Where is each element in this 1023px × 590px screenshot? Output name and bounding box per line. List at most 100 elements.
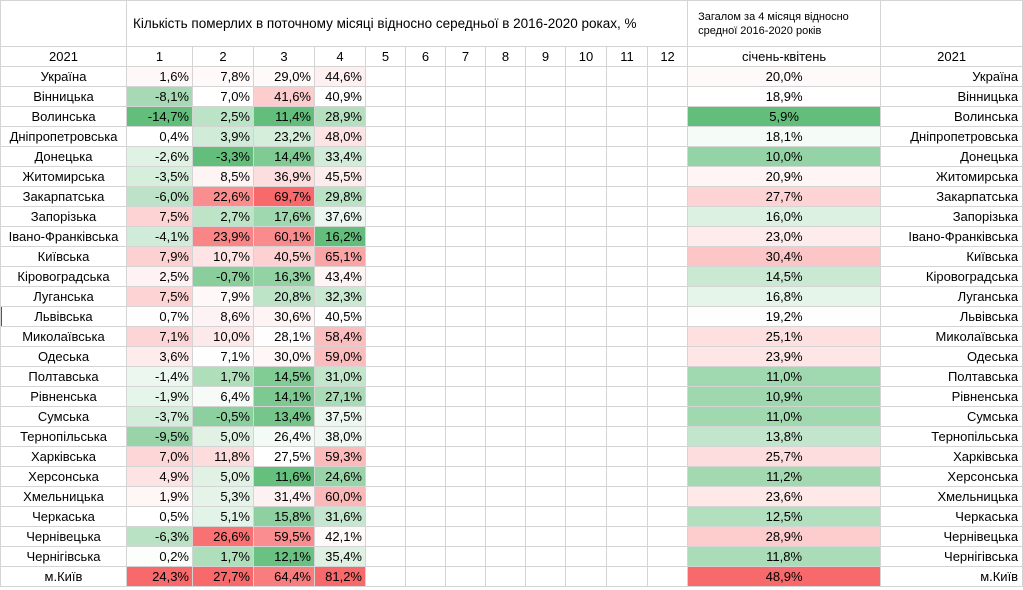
empty-cell[interactable] <box>405 466 446 487</box>
empty-cell[interactable] <box>606 146 648 167</box>
value-cell-month-4[interactable]: 60,0% <box>314 486 366 507</box>
month-header-2[interactable]: 2 <box>192 46 254 67</box>
empty-cell[interactable] <box>485 506 526 527</box>
empty-cell[interactable] <box>365 226 406 247</box>
empty-cell[interactable] <box>565 506 607 527</box>
empty-cell[interactable] <box>606 566 648 587</box>
empty-cell[interactable] <box>525 246 566 267</box>
empty-cell[interactable] <box>445 546 486 567</box>
value-cell-month-2[interactable]: 3,9% <box>192 126 254 147</box>
empty-cell[interactable] <box>525 546 566 567</box>
empty-cell[interactable] <box>445 306 486 327</box>
total-value-cell[interactable]: 10,9% <box>687 386 882 407</box>
empty-cell[interactable] <box>606 246 648 267</box>
empty-cell[interactable] <box>365 346 406 367</box>
empty-cell[interactable] <box>606 166 648 187</box>
empty-cell[interactable] <box>405 106 446 127</box>
empty-cell[interactable] <box>646 266 689 287</box>
empty-cell[interactable] <box>365 366 406 387</box>
empty-cell[interactable] <box>405 306 446 327</box>
empty-cell[interactable] <box>365 86 406 107</box>
empty-cell[interactable] <box>646 106 689 127</box>
empty-cell[interactable] <box>405 86 446 107</box>
empty-cell[interactable] <box>445 526 486 547</box>
value-cell-month-2[interactable]: 22,6% <box>192 186 254 207</box>
table-title[interactable]: Кількість померлих в поточному місяці ві… <box>125 0 689 47</box>
total-value-cell[interactable]: 11,0% <box>687 406 882 427</box>
value-cell-month-4[interactable]: 43,4% <box>314 266 366 287</box>
empty-cell[interactable] <box>565 226 607 247</box>
value-cell-month-3[interactable]: 64,4% <box>253 566 315 587</box>
empty-cell[interactable] <box>565 146 607 167</box>
empty-cell[interactable] <box>565 446 607 467</box>
total-value-cell[interactable]: 10,0% <box>687 146 882 167</box>
region-label-right[interactable]: Закарпатська <box>880 186 1023 207</box>
value-cell-month-4[interactable]: 37,5% <box>314 406 366 427</box>
empty-cell[interactable] <box>445 166 486 187</box>
value-cell-month-1[interactable]: 4,9% <box>126 466 193 487</box>
empty-cell[interactable] <box>445 266 486 287</box>
value-cell-month-1[interactable]: 1,6% <box>126 66 193 87</box>
value-cell-month-3[interactable]: 40,5% <box>253 246 315 267</box>
empty-cell[interactable] <box>365 386 406 407</box>
value-cell-month-2[interactable]: -0,5% <box>192 406 254 427</box>
empty-cell[interactable] <box>646 206 689 227</box>
value-cell-month-2[interactable]: 2,5% <box>192 106 254 127</box>
empty-cell[interactable] <box>525 506 566 527</box>
region-label[interactable]: Житомирська <box>0 166 127 187</box>
value-cell-month-2[interactable]: 5,3% <box>192 486 254 507</box>
empty-cell[interactable] <box>606 446 648 467</box>
empty-cell[interactable] <box>485 126 526 147</box>
total-value-cell[interactable]: 14,5% <box>687 266 882 287</box>
region-label[interactable]: Рівненська <box>0 386 127 407</box>
value-cell-month-2[interactable]: 10,0% <box>192 326 254 347</box>
empty-cell[interactable] <box>485 386 526 407</box>
empty-cell[interactable] <box>565 526 607 547</box>
empty-cell[interactable] <box>525 406 566 427</box>
month-header-5[interactable]: 5 <box>365 46 406 67</box>
value-cell-month-3[interactable]: 14,5% <box>253 366 315 387</box>
empty-cell[interactable] <box>565 386 607 407</box>
value-cell-month-4[interactable]: 40,5% <box>314 306 366 327</box>
empty-cell[interactable] <box>606 286 648 307</box>
value-cell-month-1[interactable]: -8,1% <box>126 86 193 107</box>
empty-cell[interactable] <box>365 546 406 567</box>
value-cell-month-1[interactable]: 7,1% <box>126 326 193 347</box>
empty-cell[interactable] <box>445 246 486 267</box>
empty-cell[interactable] <box>485 226 526 247</box>
region-label-right[interactable]: Запорізька <box>880 206 1023 227</box>
empty-cell[interactable] <box>565 206 607 227</box>
empty-cell[interactable] <box>525 226 566 247</box>
month-header-10[interactable]: 10 <box>565 46 607 67</box>
region-label[interactable]: Тернопільська <box>0 426 127 447</box>
empty-cell[interactable] <box>365 466 406 487</box>
year-header-left[interactable]: 2021 <box>0 46 127 67</box>
empty-cell[interactable] <box>606 486 648 507</box>
value-cell-month-2[interactable]: 23,9% <box>192 226 254 247</box>
value-cell-month-2[interactable]: 10,7% <box>192 246 254 267</box>
empty-cell[interactable] <box>565 326 607 347</box>
value-cell-month-4[interactable]: 58,4% <box>314 326 366 347</box>
empty-cell[interactable] <box>485 526 526 547</box>
value-cell-month-3[interactable]: 60,1% <box>253 226 315 247</box>
value-cell-month-2[interactable]: -3,3% <box>192 146 254 167</box>
empty-cell[interactable] <box>565 166 607 187</box>
empty-cell[interactable] <box>365 66 406 87</box>
total-value-cell[interactable]: 16,0% <box>687 206 882 227</box>
total-value-cell[interactable]: 20,9% <box>687 166 882 187</box>
empty-cell[interactable] <box>646 366 689 387</box>
region-label-right[interactable]: Волинська <box>880 106 1023 127</box>
empty-cell[interactable] <box>485 566 526 587</box>
empty-cell[interactable] <box>646 126 689 147</box>
empty-cell[interactable] <box>445 146 486 167</box>
empty-cell[interactable] <box>565 426 607 447</box>
empty-cell[interactable] <box>405 506 446 527</box>
region-label-right[interactable]: Кіровоградська <box>880 266 1023 287</box>
empty-cell[interactable] <box>525 266 566 287</box>
total-value-cell[interactable]: 23,0% <box>687 226 882 247</box>
total-value-cell[interactable]: 48,9% <box>687 566 882 587</box>
total-value-cell[interactable]: 30,4% <box>687 246 882 267</box>
empty-cell[interactable] <box>485 166 526 187</box>
region-label-right[interactable]: Донецька <box>880 146 1023 167</box>
value-cell-month-4[interactable]: 81,2% <box>314 566 366 587</box>
